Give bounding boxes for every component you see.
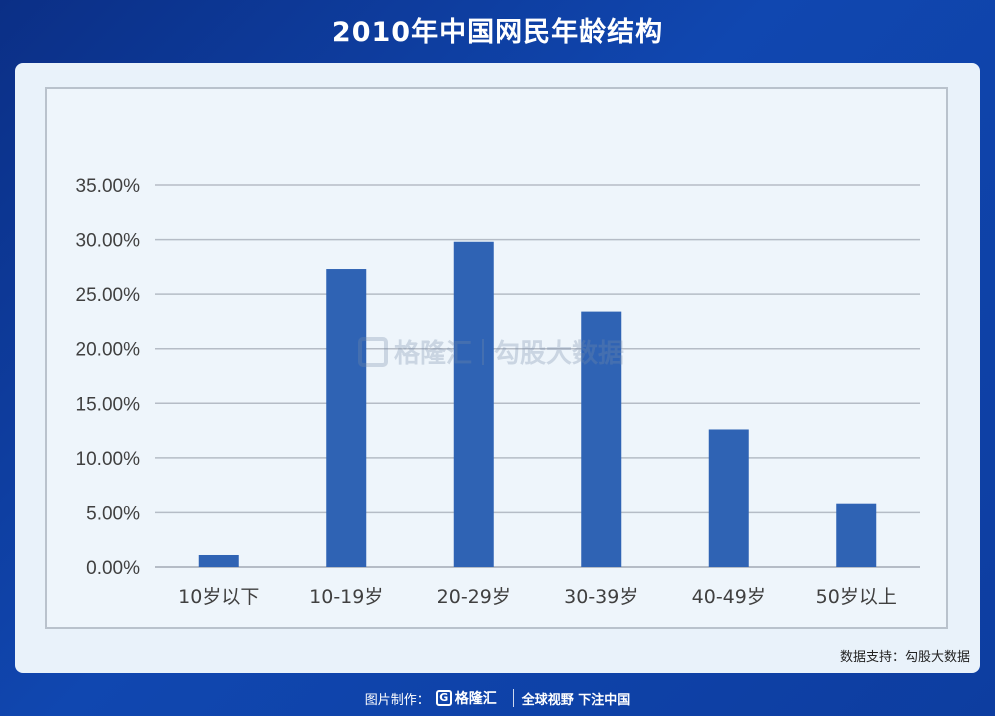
y-tick-label: 20.00% [76,340,141,361]
y-tick-label: 25.00% [76,285,141,306]
x-tick-label: 20-29岁 [437,586,511,608]
y-tick-label: 30.00% [76,231,141,252]
y-tick-label: 15.00% [76,394,141,415]
y-tick-label: 5.00% [86,503,140,524]
y-tick-label: 35.00% [76,176,141,197]
x-tick-label: 50岁以上 [816,586,897,608]
x-tick-label: 30-39岁 [564,586,638,608]
plot-frame [45,87,948,629]
bar-3 [581,311,622,567]
x-tick-label: 10-19岁 [309,586,383,608]
chart-title: 2010年中国网民年龄结构 [331,17,664,48]
footer-brand: 格隆汇 [454,691,497,707]
footer-divider [512,689,514,707]
y-tick-label: 0.00% [86,558,140,579]
footer: 图片制作： G 格隆汇 全球视野 下注中国 [0,686,995,710]
bar-1 [326,269,367,567]
footer-made-by: 图片制作： [364,692,430,708]
footer-slogan: 全球视野 下注中国 [521,692,631,708]
footer-logo: G 格隆汇 [435,688,497,708]
bar-4 [708,429,749,567]
bar-2 [453,241,494,568]
x-tick-label: 40-49岁 [692,586,766,608]
x-tick-label: 10岁以下 [178,586,259,608]
bar-5 [836,503,877,567]
data-source-note: 数据支持：勾股大数据 [839,650,970,665]
y-tick-label: 10.00% [76,449,141,470]
bar-0 [198,554,239,567]
brand-logo-icon: G [435,690,452,706]
